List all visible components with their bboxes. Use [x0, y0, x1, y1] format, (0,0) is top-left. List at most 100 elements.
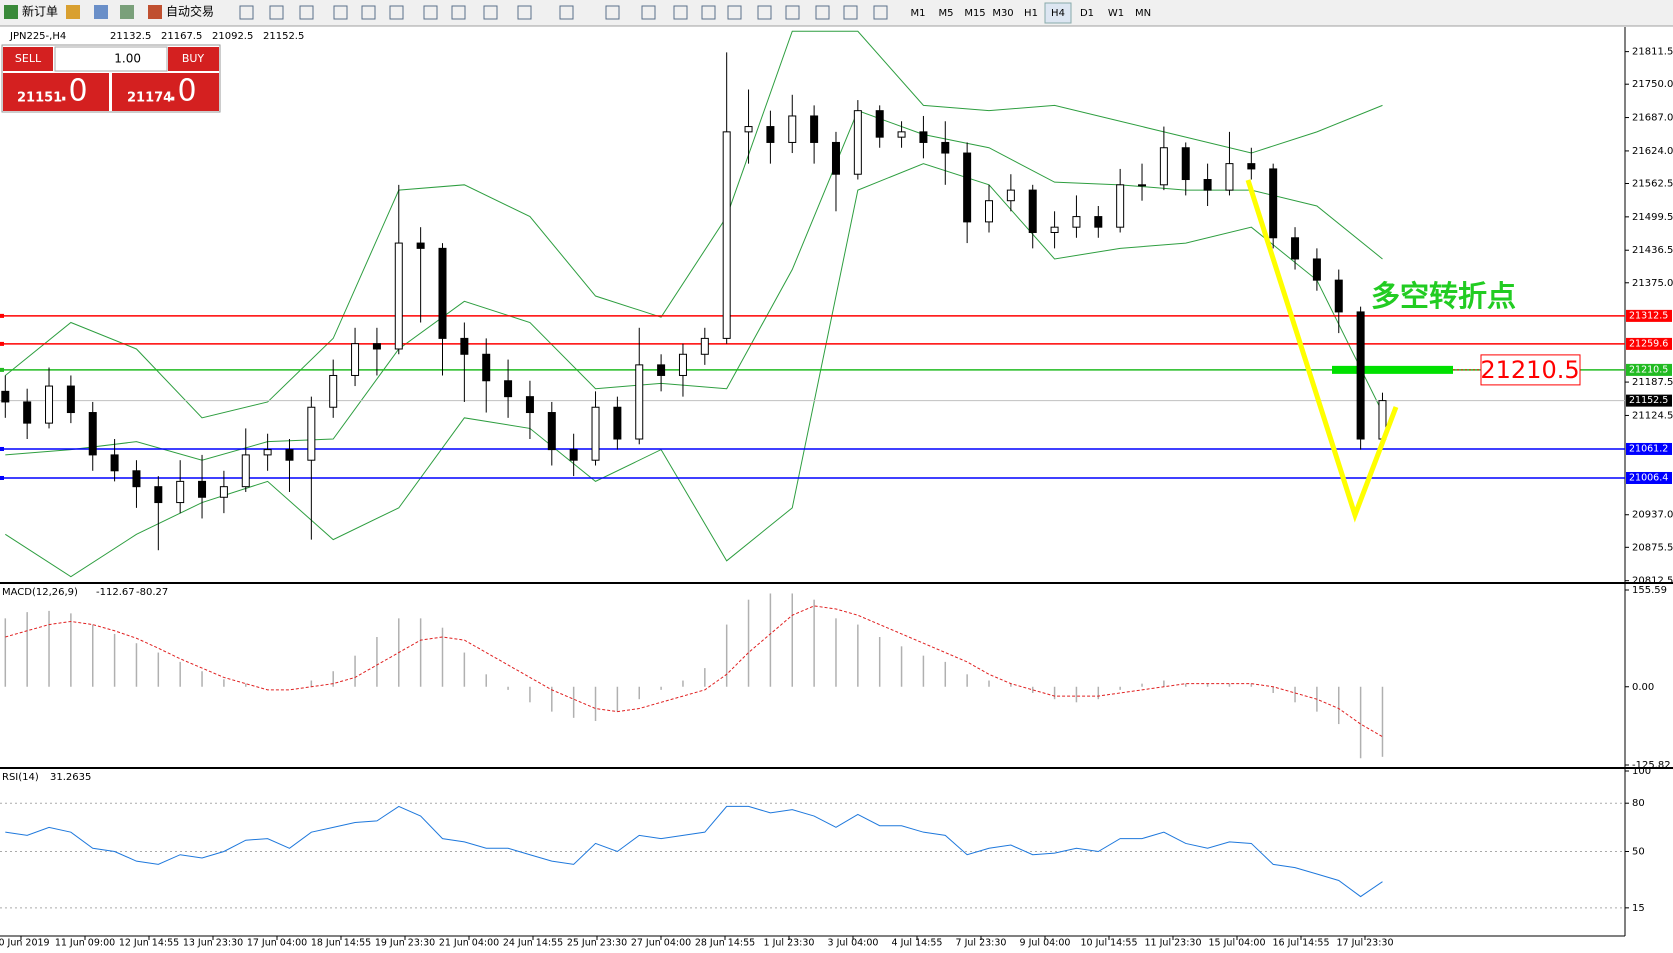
timeframe[interactable]: M15 — [964, 8, 985, 19]
candle-body — [1312, 258, 1321, 281]
tool-icon[interactable] — [641, 5, 656, 20]
level-label: 21061.2 — [1629, 443, 1668, 454]
tool-icon[interactable] — [451, 5, 466, 20]
candle-body — [569, 449, 578, 461]
timeframe[interactable]: H1 — [1024, 8, 1038, 19]
level-label: 21312.5 — [1629, 310, 1668, 321]
candle-body — [132, 470, 141, 488]
time-label: 4 Jul 14:55 — [892, 938, 943, 949]
price-tick-label: 21187.5 — [1632, 377, 1673, 388]
candle-body — [482, 353, 491, 382]
tool-icon[interactable] — [815, 5, 830, 20]
bid-box[interactable] — [3, 73, 109, 111]
candle-body — [329, 374, 338, 408]
timeframe[interactable]: M5 — [939, 8, 954, 19]
candle-body — [744, 126, 753, 133]
new-order-icon[interactable] — [4, 5, 18, 19]
level-label: 21259.6 — [1629, 338, 1668, 349]
ask-box[interactable] — [112, 73, 219, 111]
ask-main[interactable]: 21174 — [127, 91, 172, 106]
time-label: 11 Jun 09:00 — [55, 938, 115, 949]
time-label: 17 Jun 04:00 — [247, 938, 307, 949]
time-label: 24 Jun 14:55 — [503, 938, 563, 949]
level-label-bg — [1626, 309, 1672, 322]
timeframe[interactable]: M30 — [992, 8, 1013, 19]
tool-icon[interactable] — [239, 5, 254, 20]
candle-body — [700, 337, 709, 355]
level-label-bg — [1626, 442, 1672, 455]
ask-frac[interactable]: .0 — [168, 74, 197, 109]
candle-body — [1072, 216, 1081, 228]
tool-icon[interactable] — [873, 5, 888, 20]
tool-icon[interactable] — [785, 5, 800, 20]
level-handle — [0, 475, 4, 480]
tool-icon[interactable] — [673, 5, 688, 20]
candle-body — [657, 364, 666, 376]
tool-icon[interactable] — [605, 5, 620, 20]
tool-icon[interactable] — [559, 5, 574, 20]
tool-icon[interactable] — [389, 5, 404, 20]
candle-body — [351, 343, 360, 376]
candle-body — [460, 337, 469, 355]
auto-trading-icon[interactable] — [148, 5, 162, 19]
buy-button[interactable] — [168, 47, 219, 71]
tool-icon[interactable] — [517, 5, 532, 20]
candle-body — [963, 152, 972, 223]
candle-body — [504, 380, 513, 398]
lot-field[interactable] — [54, 46, 168, 72]
candle-body — [198, 480, 207, 498]
tool-icon[interactable] — [727, 5, 742, 20]
time-label: 28 Jun 14:55 — [695, 938, 755, 949]
timeframe[interactable]: H4 — [1051, 8, 1065, 19]
time-label: 7 Jul 23:30 — [956, 938, 1007, 949]
tool-icon[interactable] — [269, 5, 284, 20]
buy-label[interactable]: BUY — [182, 52, 205, 65]
time-label: 25 Jun 23:30 — [567, 938, 627, 949]
tool-icon[interactable] — [333, 5, 348, 20]
macd-signal-value: -80.27 — [136, 587, 168, 598]
time-label: 19 Jun 23:30 — [375, 938, 435, 949]
auto-trading[interactable]: 自动交易 — [166, 4, 214, 19]
candle-body — [788, 115, 797, 143]
bid-frac[interactable]: .0 — [59, 74, 88, 109]
timeframe[interactable]: MN — [1135, 8, 1151, 19]
tool-icon[interactable] — [94, 5, 108, 19]
tool-icon[interactable] — [120, 5, 134, 19]
sell-button[interactable] — [3, 47, 53, 71]
tool-icon[interactable] — [66, 5, 80, 19]
tool-icon[interactable] — [843, 5, 858, 20]
tool-icon[interactable] — [483, 5, 498, 20]
candle-body — [831, 141, 840, 175]
lot-size[interactable]: 1.00 — [114, 52, 141, 66]
candle-body — [853, 110, 862, 175]
candle-body — [613, 406, 622, 440]
candle-body — [810, 115, 819, 143]
timeframe[interactable]: W1 — [1108, 8, 1124, 19]
time-label: 9 Jul 04:00 — [1020, 938, 1071, 949]
candle-body — [1356, 311, 1365, 440]
annotation-arrow — [1245, 179, 1399, 523]
candle-body — [1269, 168, 1278, 239]
candle-body — [1116, 184, 1125, 228]
candle-body — [1334, 279, 1343, 313]
rsi-value: 31.2635 — [50, 772, 91, 783]
timeframe[interactable]: M1 — [911, 8, 926, 19]
tool-icon[interactable] — [361, 5, 376, 20]
tool-icon[interactable] — [299, 5, 314, 20]
new-order[interactable]: 新订单 — [22, 4, 58, 19]
bid-main[interactable]: 21151 — [17, 91, 62, 106]
candle-body — [372, 343, 381, 350]
level-handle — [0, 367, 4, 372]
tool-icon[interactable] — [423, 5, 438, 20]
tool-icon[interactable] — [757, 5, 772, 20]
ohlc-value: 21132.5 — [110, 31, 151, 42]
candle-body — [1028, 189, 1037, 233]
tool-icon[interactable] — [701, 5, 716, 20]
sell-label[interactable]: SELL — [15, 52, 42, 65]
timeframe[interactable]: D1 — [1080, 8, 1094, 19]
candle-body — [394, 242, 403, 350]
bollinger-upper — [4, 30, 1383, 419]
level-label: 21210.5 — [1629, 364, 1668, 375]
